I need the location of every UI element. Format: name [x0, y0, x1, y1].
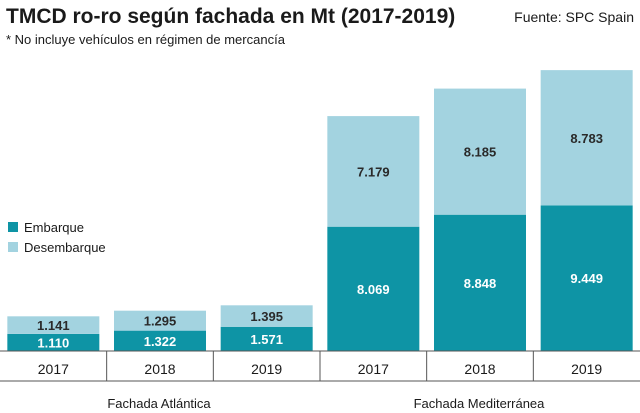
- x-tick-label: 2017: [38, 361, 69, 377]
- bar-embarque: [327, 226, 420, 351]
- bar-desembarque: [434, 88, 526, 215]
- bar-desembarque: [327, 116, 420, 227]
- x-tick-label: 2018: [464, 361, 495, 377]
- bars: 1.110 1.141 1.322 1.295 1.571 1.395 8.069 7.179…: [7, 70, 633, 351]
- value-label-desembarque: 1.395: [250, 309, 283, 324]
- value-label-embarque: 1.571: [250, 332, 283, 347]
- legend-label-desembarque: Desembarque: [24, 240, 106, 255]
- value-label-embarque: 8.069: [357, 282, 390, 297]
- x-tick-label: 2019: [251, 361, 282, 377]
- legend: Embarque Desembarque: [8, 220, 106, 255]
- value-label-embarque: 1.322: [144, 334, 177, 349]
- value-label-desembarque: 7.179: [357, 164, 390, 179]
- x-tick-label: 2018: [144, 361, 175, 377]
- value-label-desembarque: 8.185: [464, 145, 497, 160]
- value-label-embarque: 9.449: [570, 271, 603, 286]
- x-tick-label: 2017: [358, 361, 389, 377]
- legend-swatch-embarque: [8, 222, 18, 232]
- x-tick-label: 2019: [571, 361, 602, 377]
- group-label-mediterranea: Fachada Mediterránea: [414, 396, 546, 411]
- bar-embarque: [540, 205, 633, 351]
- value-label-embarque: 8.848: [464, 276, 497, 291]
- chart-subtitle: * No incluye vehículos en régimen de mer…: [6, 32, 286, 47]
- value-label-desembarque: 8.783: [570, 131, 603, 146]
- bar-desembarque: [220, 305, 313, 327]
- legend-label-embarque: Embarque: [24, 220, 84, 235]
- value-label-embarque: 1.110: [37, 335, 69, 350]
- bar-desembarque: [540, 70, 633, 206]
- x-tick-labels: 2017 2018 2019 2017 2018 2019: [38, 361, 603, 377]
- bar-desembarque: [7, 316, 100, 334]
- bar-embarque: [434, 214, 526, 351]
- bar-embarque: [7, 333, 100, 351]
- legend-swatch-desembarque: [8, 242, 18, 252]
- chart-source: Fuente: SPC Spain: [514, 9, 634, 25]
- chart-title: TMCD ro-ro según fachada en Mt (2017-201…: [6, 5, 455, 28]
- group-label-atlantica: Fachada Atlántica: [107, 396, 211, 411]
- bar-desembarque: [114, 310, 206, 331]
- value-label-desembarque: 1.295: [144, 314, 177, 329]
- value-label-desembarque: 1.141: [37, 318, 70, 333]
- bar-embarque: [220, 326, 313, 351]
- x-axis: [0, 350, 640, 382]
- bar-embarque: [114, 330, 206, 351]
